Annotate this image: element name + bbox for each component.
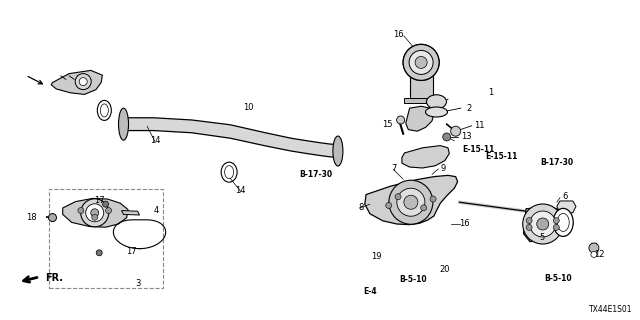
Circle shape	[397, 116, 404, 124]
Polygon shape	[63, 198, 128, 227]
Text: 12: 12	[594, 250, 604, 259]
Text: 17: 17	[94, 196, 104, 205]
Text: 5: 5	[539, 233, 544, 242]
Text: B-17-30: B-17-30	[540, 158, 573, 167]
Circle shape	[389, 180, 433, 224]
Circle shape	[451, 126, 461, 136]
Text: 2: 2	[466, 104, 471, 113]
Text: 8: 8	[358, 203, 364, 212]
Circle shape	[78, 208, 84, 213]
Ellipse shape	[100, 104, 108, 117]
Text: 19: 19	[371, 252, 381, 261]
Circle shape	[86, 204, 104, 222]
Text: 16: 16	[393, 30, 404, 39]
Circle shape	[403, 44, 439, 80]
Polygon shape	[410, 62, 433, 99]
Circle shape	[49, 214, 56, 222]
Circle shape	[537, 218, 548, 230]
Polygon shape	[524, 207, 564, 242]
Text: FR.: FR.	[45, 273, 63, 284]
Ellipse shape	[225, 166, 234, 179]
Circle shape	[589, 243, 599, 253]
Text: E-15-11: E-15-11	[463, 145, 495, 154]
Text: 13: 13	[461, 132, 472, 141]
Circle shape	[420, 205, 427, 211]
Circle shape	[523, 204, 563, 244]
Text: 14: 14	[150, 136, 160, 145]
Circle shape	[526, 218, 532, 224]
Polygon shape	[557, 201, 576, 213]
Circle shape	[96, 250, 102, 256]
Text: 16: 16	[460, 219, 470, 228]
Bar	[49, 189, 163, 288]
Text: B-5-10: B-5-10	[399, 276, 427, 284]
Polygon shape	[51, 70, 102, 94]
Circle shape	[395, 194, 401, 200]
Polygon shape	[406, 106, 434, 131]
Ellipse shape	[426, 107, 447, 117]
Text: B-17-30: B-17-30	[299, 170, 332, 179]
Circle shape	[102, 201, 109, 207]
Circle shape	[79, 78, 87, 86]
Circle shape	[530, 211, 556, 237]
Ellipse shape	[118, 108, 129, 140]
Text: 20: 20	[440, 265, 450, 274]
Circle shape	[397, 188, 425, 216]
Text: E-4: E-4	[363, 287, 377, 296]
Circle shape	[409, 51, 433, 75]
Ellipse shape	[97, 100, 111, 120]
Polygon shape	[365, 175, 458, 225]
Circle shape	[409, 51, 433, 75]
Text: 10: 10	[243, 103, 253, 112]
Ellipse shape	[426, 95, 447, 109]
Text: 9: 9	[440, 164, 445, 172]
Text: 11: 11	[474, 121, 484, 130]
Circle shape	[81, 199, 109, 227]
Polygon shape	[122, 211, 140, 215]
Circle shape	[526, 224, 532, 230]
Circle shape	[76, 74, 92, 90]
Text: 17: 17	[126, 247, 136, 256]
Circle shape	[591, 252, 597, 257]
Polygon shape	[402, 146, 449, 168]
Circle shape	[554, 218, 559, 224]
Text: 3: 3	[135, 279, 140, 288]
Circle shape	[91, 209, 99, 217]
Text: 6: 6	[562, 192, 567, 201]
Circle shape	[106, 208, 111, 213]
Text: 7: 7	[392, 164, 397, 173]
Circle shape	[430, 196, 436, 202]
Text: 15: 15	[383, 120, 393, 129]
Ellipse shape	[553, 208, 573, 236]
Text: 18: 18	[26, 213, 37, 222]
Text: 1: 1	[488, 88, 493, 97]
Circle shape	[92, 214, 98, 220]
Ellipse shape	[333, 136, 343, 166]
Circle shape	[404, 195, 418, 209]
Ellipse shape	[557, 213, 569, 231]
Text: TX44E1S01: TX44E1S01	[589, 305, 632, 314]
Text: 14: 14	[236, 186, 246, 195]
Circle shape	[403, 44, 439, 80]
Text: B-5-10: B-5-10	[544, 274, 572, 283]
Circle shape	[415, 56, 427, 68]
Polygon shape	[404, 98, 438, 103]
Circle shape	[554, 224, 559, 230]
Circle shape	[415, 56, 427, 68]
Text: E-15-11: E-15-11	[486, 152, 518, 161]
Circle shape	[443, 133, 451, 141]
Text: 4: 4	[154, 206, 159, 215]
Ellipse shape	[221, 162, 237, 182]
Polygon shape	[125, 118, 338, 157]
Circle shape	[386, 203, 392, 208]
